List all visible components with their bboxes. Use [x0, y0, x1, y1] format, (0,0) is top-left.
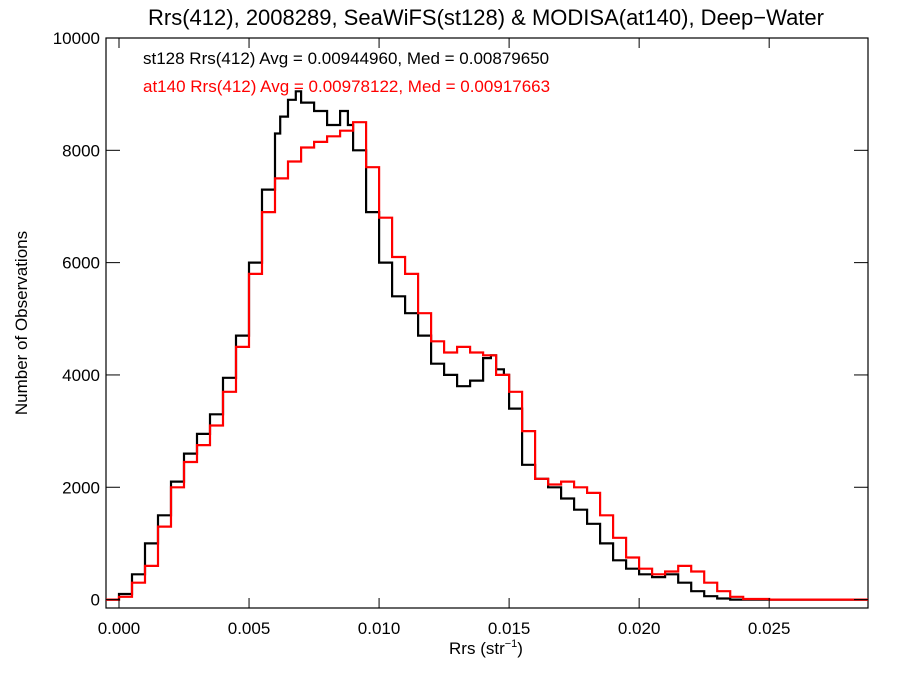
annotation-st128: st128 Rrs(412) Avg = 0.00944960, Med = 0…	[143, 49, 549, 68]
x-tick-label: 0.005	[228, 619, 271, 638]
x-axis-label: Rrs (str−1)	[449, 638, 523, 658]
series-layer	[106, 90, 868, 601]
y-tick-label: 4000	[62, 366, 100, 385]
y-tick-label: 8000	[62, 141, 100, 160]
y-axis: 0 2000 4000 6000 8000 10000	[53, 29, 868, 610]
series-line-0	[106, 90, 868, 601]
x-tick-label: 0.010	[358, 619, 401, 638]
series-line-1	[106, 121, 868, 601]
x-tick-label: 0.025	[748, 619, 791, 638]
x-axis-label-superscript: −1	[505, 638, 518, 650]
x-tick-label: 0.000	[98, 619, 141, 638]
plot-frame	[105, 37, 869, 609]
y-tick-label: 10000	[53, 29, 100, 48]
x-axis: 0.000 0.005 0.010 0.015 0.020 0.025	[98, 38, 791, 638]
y-axis-label: Number of Observations	[12, 231, 31, 415]
x-axis-label-close: )	[517, 639, 523, 658]
x-axis-label-main: Rrs (str	[449, 639, 505, 658]
chart-title: Rrs(412), 2008289, SeaWiFS(st128) & MODI…	[148, 5, 824, 30]
x-tick-label: 0.020	[618, 619, 661, 638]
y-tick-label: 6000	[62, 254, 100, 273]
x-tick-label: 0.015	[488, 619, 531, 638]
y-tick-label: 2000	[62, 478, 100, 497]
plot-area	[105, 37, 869, 609]
annotation-at140: at140 Rrs(412) Avg = 0.00978122, Med = 0…	[143, 77, 550, 96]
y-tick-label: 0	[91, 591, 100, 610]
